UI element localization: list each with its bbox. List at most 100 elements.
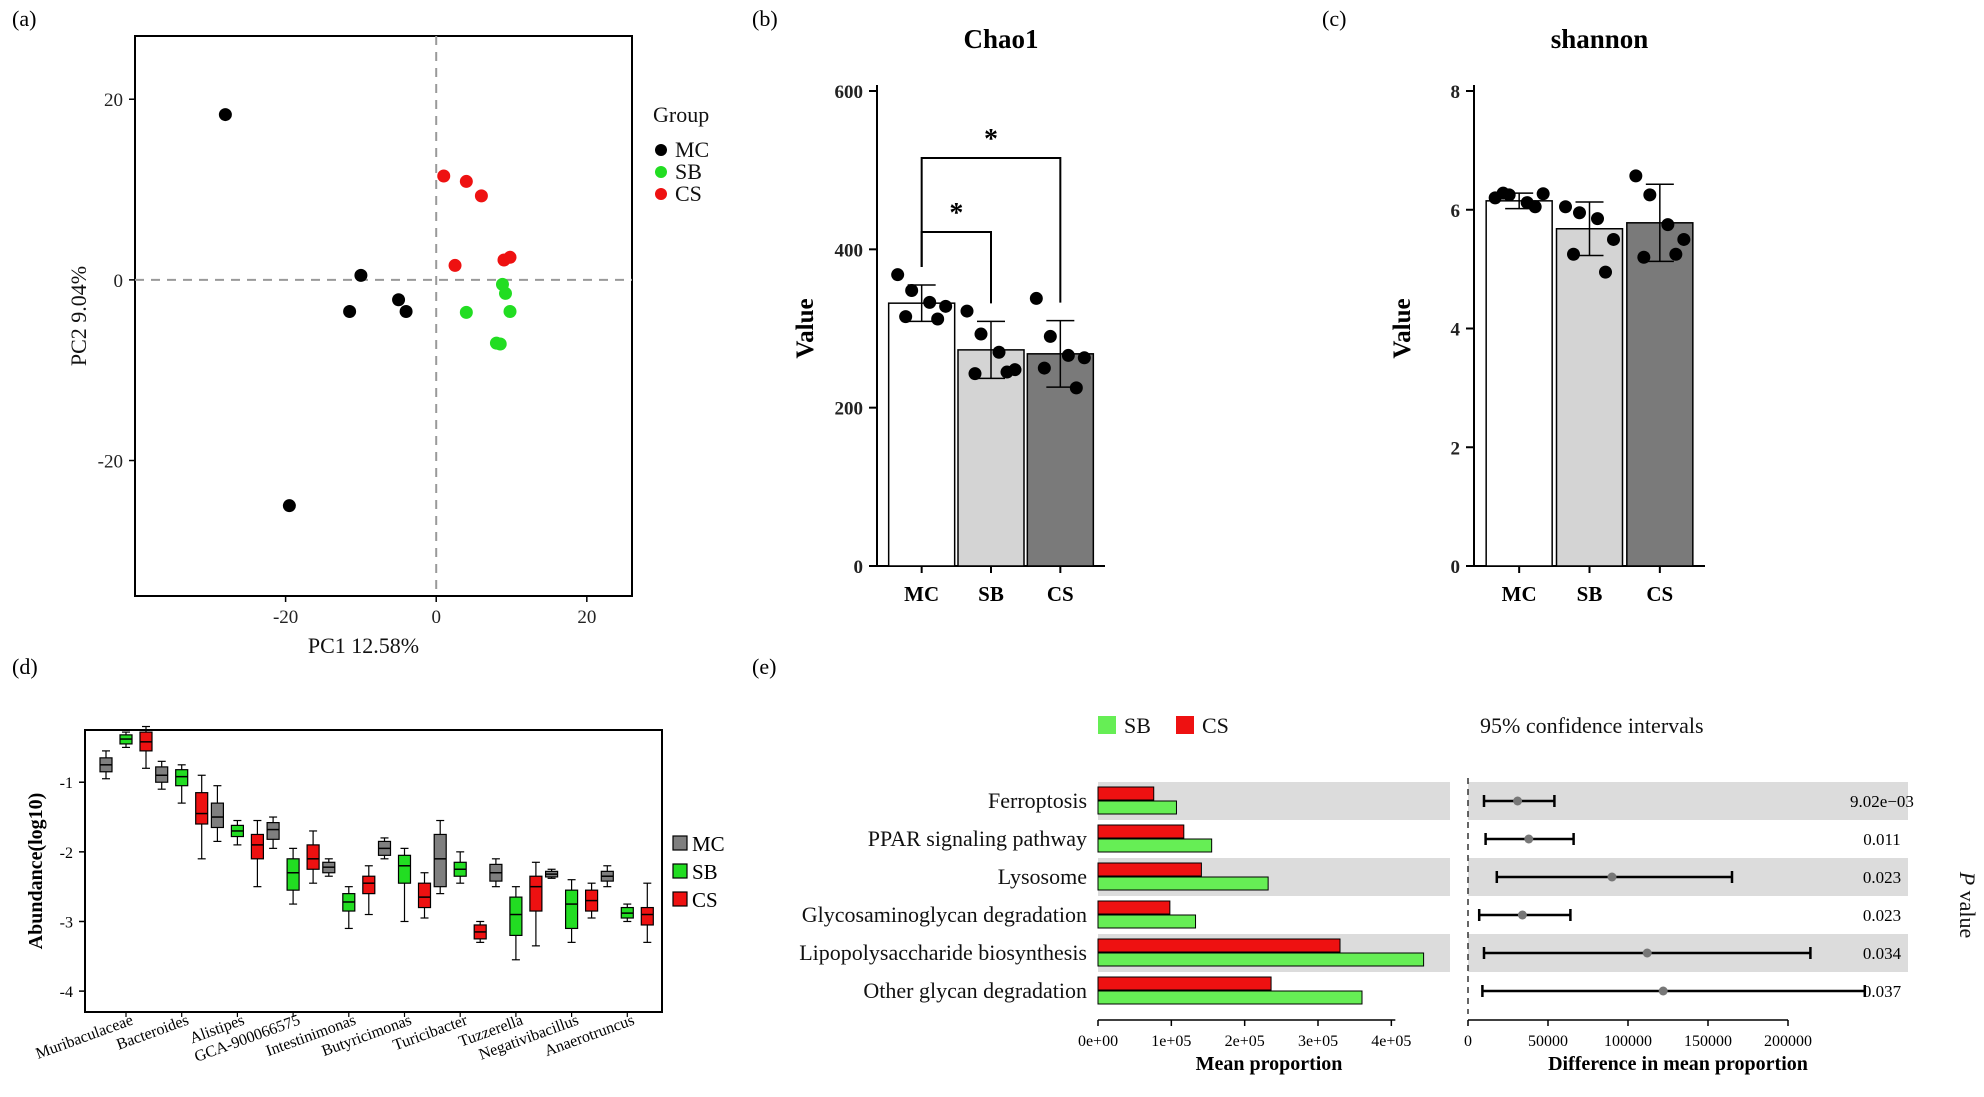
pathway-label: Glycosaminoglycan degradation bbox=[802, 902, 1087, 927]
x-tick-label: 0 bbox=[431, 607, 441, 628]
legend-label-cs: CS bbox=[675, 181, 702, 206]
y-tick-label: 0 bbox=[114, 271, 124, 292]
data-point-mc bbox=[1536, 187, 1550, 201]
data-point-cs bbox=[1629, 169, 1643, 183]
x-tick-label: 1e+05 bbox=[1151, 1033, 1191, 1050]
y-tick-label: 2 bbox=[1451, 438, 1461, 459]
bar-sb bbox=[1097, 876, 1269, 891]
data-point-sb bbox=[1591, 212, 1604, 226]
data-point-mc bbox=[1496, 186, 1510, 200]
x-tick-label: 150000 bbox=[1684, 1033, 1732, 1050]
y-tick-label: 4 bbox=[1451, 320, 1461, 341]
panel-letter-a: (a) bbox=[12, 6, 36, 31]
legend-label-sb: SB bbox=[692, 860, 718, 884]
y-axis-label: PC2 9.04% bbox=[66, 266, 91, 366]
data-point-sb bbox=[1000, 365, 1014, 379]
point-cs bbox=[474, 189, 488, 203]
data-point-sb bbox=[1607, 232, 1620, 246]
point-cs bbox=[437, 169, 451, 183]
bar-cs bbox=[1626, 222, 1694, 567]
y-tick-label: 0 bbox=[854, 557, 864, 578]
x-tick-label-cs: CS bbox=[1047, 582, 1074, 606]
x-tick-label: 0 bbox=[1464, 1033, 1472, 1050]
bar-cs bbox=[1097, 786, 1155, 801]
box-cs bbox=[640, 906, 654, 926]
x-tick-label: 20 bbox=[577, 607, 596, 628]
shannon-bar-panel: shannon 0 2 4 6 8 Value MC SB CS bbox=[1389, 24, 1705, 606]
data-point-cs bbox=[1677, 232, 1691, 246]
pathway-difference-panel: SB CS 95% confidence intervals P value F… bbox=[799, 713, 1980, 1075]
bar-cs bbox=[1097, 900, 1171, 915]
y-tick-label: 20 bbox=[104, 90, 123, 111]
pathway-label: Lysosome bbox=[998, 864, 1087, 889]
chart-title: Chao1 bbox=[963, 24, 1038, 54]
y-tick-label: -1 bbox=[60, 775, 73, 792]
data-point-mc bbox=[923, 295, 937, 309]
y-tick-label: 8 bbox=[1451, 82, 1461, 103]
box-sb bbox=[509, 896, 523, 937]
data-point-mc bbox=[905, 284, 919, 297]
pathway-label: Other glycan degradation bbox=[863, 978, 1087, 1003]
data-point-sb bbox=[968, 367, 982, 381]
point-sb bbox=[503, 304, 517, 318]
data-point-cs bbox=[1637, 250, 1651, 264]
data-point-mc bbox=[1528, 200, 1542, 214]
x-tick-label: 50000 bbox=[1528, 1033, 1568, 1050]
data-point-sb bbox=[1559, 200, 1572, 214]
point-sb bbox=[498, 286, 512, 300]
point-cs bbox=[448, 258, 462, 272]
ci-estimate bbox=[1524, 834, 1534, 844]
abundance-boxplot-panel: -1-2-3-4Abundance(log10)MuribaculaceaeBa… bbox=[25, 725, 725, 1066]
bar-sb bbox=[957, 349, 1025, 567]
bar-cs bbox=[1097, 862, 1202, 877]
box-cs bbox=[529, 875, 543, 912]
p-value-axis-label: P value bbox=[1955, 871, 1980, 939]
point-mc bbox=[399, 304, 413, 318]
pathway-label: PPAR signaling pathway bbox=[868, 826, 1087, 851]
bar-sb bbox=[1097, 838, 1213, 853]
bar-sb bbox=[1097, 990, 1363, 1005]
y-tick-label: 600 bbox=[835, 82, 864, 103]
x-tick-label-mc: MC bbox=[904, 582, 939, 606]
y-axis-label: Value bbox=[1389, 298, 1416, 358]
box-mc bbox=[433, 833, 447, 888]
data-point-sb bbox=[974, 327, 988, 341]
x-tick-label: 3e+05 bbox=[1298, 1033, 1338, 1050]
point-mc bbox=[343, 304, 357, 318]
bar-sb bbox=[1555, 228, 1624, 567]
point-cs bbox=[459, 174, 473, 188]
legend-label-mc: MC bbox=[675, 137, 709, 162]
box-sb bbox=[397, 854, 412, 884]
data-point-cs bbox=[1077, 351, 1091, 365]
p-value-label: 0.011 bbox=[1863, 830, 1901, 849]
x-axis-label: PC1 12.58% bbox=[308, 633, 419, 658]
panel-letter-d: (d) bbox=[12, 654, 38, 679]
x-tick-label-cs: CS bbox=[1646, 582, 1673, 606]
significance-star: * bbox=[984, 124, 998, 155]
ci-estimate bbox=[1642, 948, 1652, 958]
p-value-label: 0.034 bbox=[1863, 944, 1902, 963]
plot-frame bbox=[84, 729, 663, 1013]
y-tick-label: -2 bbox=[60, 845, 73, 862]
data-point-sb bbox=[1573, 206, 1586, 220]
bar-cs bbox=[1097, 976, 1272, 991]
box-cs bbox=[250, 833, 264, 860]
y-tick-label: -3 bbox=[60, 914, 73, 931]
pathway-label: Ferroptosis bbox=[988, 788, 1087, 813]
data-point-cs bbox=[1669, 247, 1683, 261]
box-cs bbox=[306, 844, 320, 870]
legend-dot-cs bbox=[655, 188, 667, 200]
point-cs bbox=[503, 250, 517, 264]
data-point-cs bbox=[1643, 188, 1657, 202]
legend-dot-mc bbox=[655, 144, 667, 156]
y-tick-label: -20 bbox=[98, 452, 123, 473]
data-point-cs bbox=[1029, 291, 1043, 305]
y-axis-label: Value bbox=[792, 298, 819, 358]
data-point-sb bbox=[1599, 265, 1612, 279]
point-sb bbox=[493, 337, 507, 351]
box-mc bbox=[210, 802, 224, 829]
box-sb bbox=[286, 858, 300, 891]
y-tick-label: -4 bbox=[60, 984, 73, 1001]
point-mc bbox=[282, 499, 296, 513]
